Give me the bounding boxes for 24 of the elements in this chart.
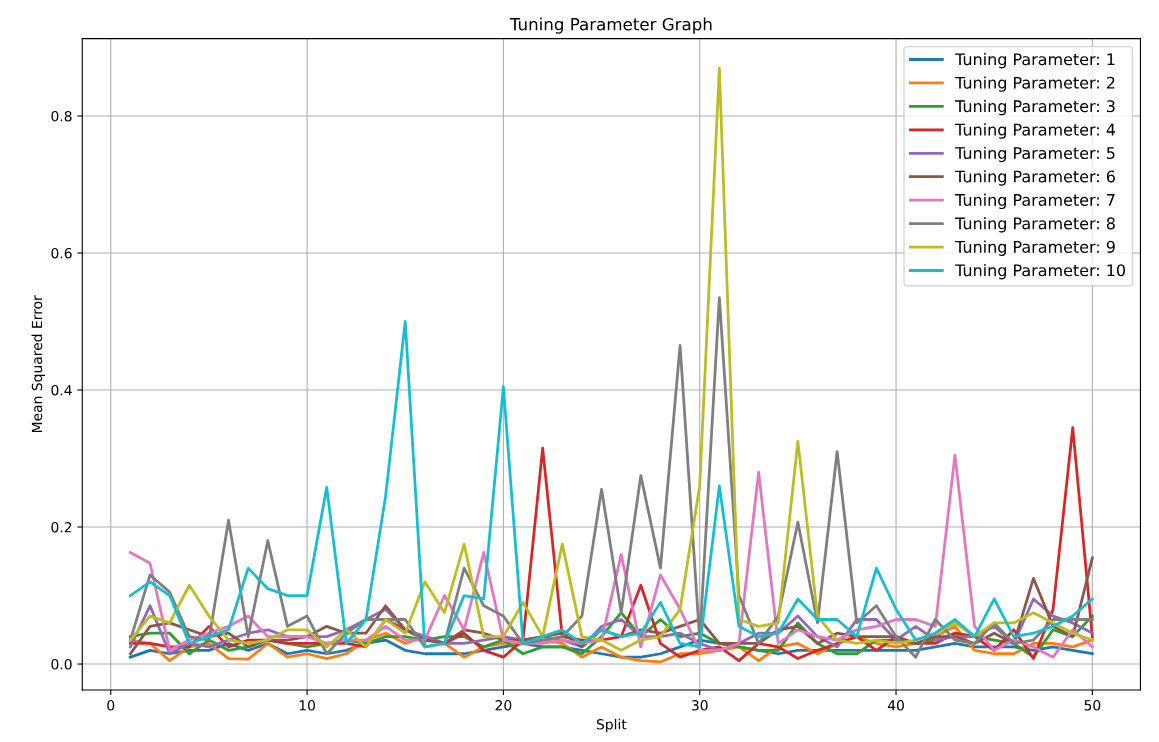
legend-label: Tuning Parameter: 6 <box>955 170 1115 186</box>
y-tick-label: 0.2 <box>51 521 72 533</box>
y-tick-label: 0.8 <box>51 110 72 122</box>
legend-label: Tuning Parameter: 1 <box>955 52 1115 69</box>
y-tick-label: 0.6 <box>51 247 72 259</box>
x-tick-label: 0 <box>107 700 115 711</box>
legend-label: Tuning Parameter: 7 <box>955 193 1115 210</box>
y-tick-label: 0.4 <box>51 384 72 396</box>
legend-label: Tuning Parameter: 10 <box>955 263 1126 280</box>
chart-title: Tuning Parameter Graph <box>509 17 712 34</box>
legend-label: Tuning Parameter: 8 <box>955 217 1115 233</box>
y-axis-title: Mean Squared Error <box>31 295 45 433</box>
legend-label: Tuning Parameter: 9 <box>955 240 1115 256</box>
legend-label: Tuning Parameter: 5 <box>955 146 1115 163</box>
x-tick-label: 40 <box>887 700 904 711</box>
x-tick-label: 20 <box>495 700 512 711</box>
y-tick-label: 0.0 <box>51 659 72 670</box>
x-tick-label: 10 <box>299 700 315 711</box>
x-axis-title: Split <box>596 718 627 733</box>
legend-label: Tuning Parameter: 2 <box>955 76 1115 92</box>
legend-label: Tuning Parameter: 3 <box>955 99 1115 116</box>
legend-label: Tuning Parameter: 4 <box>955 123 1116 139</box>
x-tick-label: 50 <box>1084 700 1101 711</box>
x-tick-label: 30 <box>691 700 708 711</box>
